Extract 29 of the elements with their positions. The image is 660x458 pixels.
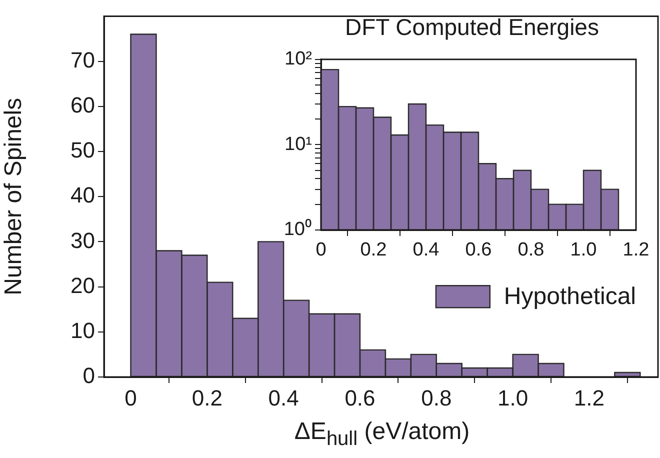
x-tick-label: 0.8 <box>518 240 544 261</box>
x-tick-label: 0.2 <box>192 385 222 410</box>
y-tick-label: 10¹ <box>284 134 312 155</box>
y-tick-label: 30 <box>70 228 95 253</box>
y-tick-label: 0 <box>82 363 95 388</box>
x-tick-label: 0 <box>124 385 137 410</box>
x-tick-label: 0.4 <box>412 240 440 261</box>
x-tick-label: 1.0 <box>570 240 597 261</box>
y-tick-label: 40 <box>70 182 95 208</box>
y-tick-label: 70 <box>70 47 95 72</box>
y-tick-label: 20 <box>70 272 95 298</box>
x-tick-label: 1.2 <box>574 385 605 410</box>
x-tick-label: 0 <box>316 240 326 261</box>
x-tick-label: 0.8 <box>421 385 452 410</box>
x-tick-label: 1.2 <box>622 240 650 261</box>
x-tick-label: 1.0 <box>498 385 528 410</box>
y-tick-label: 10 <box>70 318 95 343</box>
x-tick-label: 0.4 <box>268 385 299 410</box>
x-axis-title: ΔE$_{hull}$ (eV/atom) <box>293 418 471 451</box>
y-tick-label: 60 <box>70 92 95 118</box>
x-tick-label: 0.2 <box>360 240 387 261</box>
chart-title: DFT Computed Energies <box>345 14 599 41</box>
y-tick-label: 10⁰ <box>284 218 312 240</box>
x-tick-label: 0.6 <box>344 385 376 410</box>
legend-label: Hypothetical <box>504 283 636 310</box>
x-tick-label: 0.6 <box>465 240 492 261</box>
y-tick-label: 50 <box>70 138 95 163</box>
y-tick-label: 10² <box>284 48 312 70</box>
y-axis-title: Number of Spinels <box>0 98 28 296</box>
